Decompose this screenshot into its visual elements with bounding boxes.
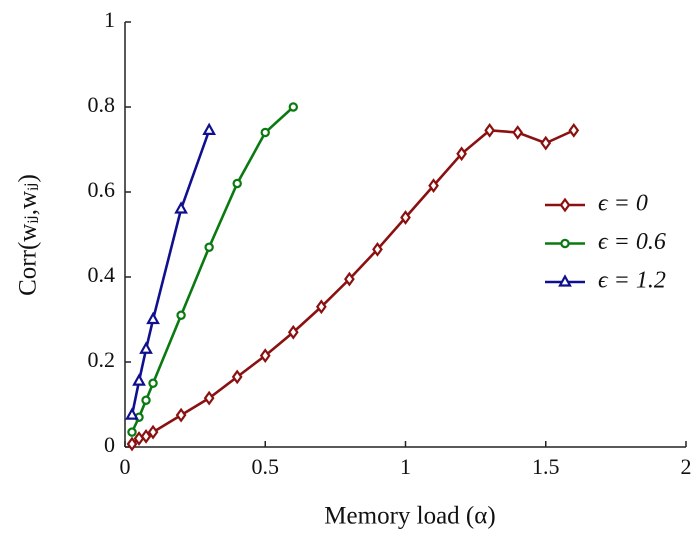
marker xyxy=(147,424,159,440)
marker xyxy=(372,242,383,257)
marker xyxy=(132,373,146,386)
marker xyxy=(315,299,327,315)
marker xyxy=(484,123,496,138)
x-tick-label: 2 xyxy=(681,454,692,479)
marker xyxy=(288,102,298,112)
marker xyxy=(175,407,187,423)
y-tick-label: 0.6 xyxy=(88,177,116,202)
legend-marker xyxy=(559,197,571,213)
y-tick-label: 1 xyxy=(104,7,115,32)
marker xyxy=(176,310,186,320)
marker xyxy=(568,123,580,138)
marker xyxy=(139,341,153,354)
legend-label: ϵ = 1.2 xyxy=(598,268,666,294)
marker xyxy=(174,201,188,214)
marker xyxy=(540,135,552,151)
marker xyxy=(148,378,158,388)
marker xyxy=(260,127,270,138)
marker xyxy=(259,348,271,363)
legend-label: ϵ = 0 xyxy=(598,191,648,217)
marker xyxy=(232,178,242,189)
marker xyxy=(512,125,524,140)
marker xyxy=(125,407,139,420)
y-axis-label: Corr(wᵢⱼ,wᵢⱼ) xyxy=(15,174,42,296)
marker xyxy=(287,324,299,340)
y-tick-label: 0.2 xyxy=(88,347,116,372)
legend-marker xyxy=(560,238,570,249)
x-tick-label: 0.5 xyxy=(252,454,280,479)
marker xyxy=(126,436,138,452)
legend-label: ϵ = 0.6 xyxy=(598,229,666,255)
marker xyxy=(456,146,467,162)
marker xyxy=(127,427,137,437)
marker xyxy=(231,369,243,385)
marker xyxy=(204,242,214,252)
y-tick-label: 0.8 xyxy=(88,92,116,117)
series-line xyxy=(130,129,211,416)
marker xyxy=(141,395,151,405)
marker xyxy=(140,429,152,444)
marker xyxy=(344,271,355,287)
marker xyxy=(202,122,217,135)
x-tick-label: 0 xyxy=(120,454,131,479)
series-line xyxy=(131,129,575,446)
marker xyxy=(400,210,411,225)
marker xyxy=(146,311,160,325)
y-tick-label: 0 xyxy=(104,432,115,457)
y-tick-label: 0.4 xyxy=(88,262,116,287)
legend-marker xyxy=(558,274,572,287)
x-axis-label: Memory load (α) xyxy=(324,503,495,530)
marker xyxy=(428,178,439,193)
marker xyxy=(203,390,215,406)
x-tick-label: 1 xyxy=(400,454,411,479)
x-tick-label: 1.5 xyxy=(532,454,560,479)
